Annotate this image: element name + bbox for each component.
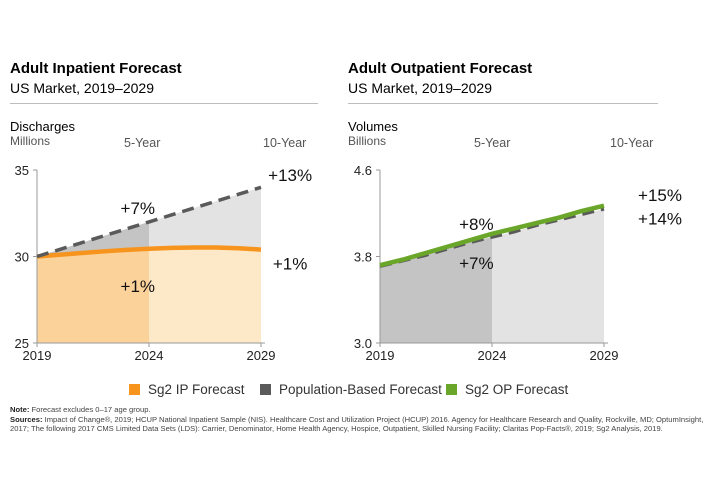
right-sg2-forecast-line	[379, 203, 605, 268]
note-text: Forecast excludes 0–17 age group.	[31, 405, 151, 414]
legend-label-sg2-ip: Sg2 IP Forecast	[148, 382, 245, 397]
right-growth-annotation: +7%	[459, 254, 494, 273]
left-growth-annotation: +7%	[121, 199, 156, 218]
right-y-tick-label: 3.8	[354, 250, 372, 265]
legend-swatch-population	[260, 384, 271, 395]
right-growth-annotation: +15%	[638, 186, 682, 205]
legend-swatch-sg2-op	[446, 384, 457, 395]
left-five-year-label: 5-Year	[124, 136, 161, 150]
left-x-tick-label: 2024	[135, 348, 164, 363]
left-gap-area-10yr	[149, 187, 261, 250]
right-ten-year-label: 10-Year	[610, 136, 654, 150]
left-chart-title: Adult Inpatient Forecast	[10, 60, 182, 77]
right-y-axis-unit: Billions	[348, 134, 387, 148]
left-x-tick-label: 2029	[247, 348, 276, 363]
left-growth-annotation: +1%	[121, 277, 156, 296]
right-growth-annotation: +8%	[459, 215, 494, 234]
right-y-tick-label: 4.6	[354, 163, 372, 178]
right-chart-subtitle: US Market, 2019–2029	[348, 80, 492, 96]
footnotes: Note: Forecast excludes 0–17 age group. …	[10, 405, 710, 434]
right-x-tick-label: 2024	[478, 348, 507, 363]
left-y-axis-label: Discharges	[10, 119, 76, 134]
right-chart-title: Adult Outpatient Forecast	[348, 60, 533, 77]
sources-line: Sources: Impact of Change®, 2019; HCUP N…	[10, 415, 710, 434]
legend-swatch-sg2-ip	[129, 384, 140, 395]
right-x-tick-label: 2029	[590, 348, 619, 363]
left-ten-year-label: 10-Year	[263, 136, 307, 150]
right-x-tick-label: 2019	[366, 348, 395, 363]
sources-label: Sources:	[10, 414, 43, 424]
left-population-forecast-line	[36, 185, 262, 259]
legend-item-sg2-op: Sg2 OP Forecast	[446, 382, 568, 397]
left-sg2-forecast-line	[36, 245, 262, 259]
left-x-tick-label: 2019	[23, 348, 52, 363]
left-title-divider	[10, 103, 318, 104]
left-y-tick-label: 25	[15, 336, 29, 351]
left-lower-area-10yr	[149, 247, 261, 343]
left-y-axis-unit: Millions	[10, 134, 51, 148]
legend-item-sg2-ip: Sg2 IP Forecast	[129, 382, 245, 397]
sources-text: Impact of Change®, 2019; HCUP National I…	[10, 414, 704, 434]
left-y-tick-label: 35	[15, 163, 29, 178]
right-lower-area-10yr	[492, 208, 604, 343]
right-lower-area-5yr	[380, 237, 492, 343]
left-growth-annotation: +13%	[268, 166, 312, 185]
left-y-tick-label: 30	[15, 250, 29, 265]
right-y-tick-label: 3.0	[354, 336, 372, 351]
left-chart-subtitle: US Market, 2019–2029	[10, 80, 154, 96]
right-title-divider	[348, 103, 658, 104]
legend-item-population: Population-Based Forecast	[260, 382, 442, 397]
right-five-year-label: 5-Year	[474, 136, 511, 150]
note-line: Note: Forecast excludes 0–17 age group.	[10, 405, 710, 415]
left-growth-annotation: +1%	[273, 254, 308, 273]
right-y-axis-label: Volumes	[348, 119, 398, 134]
legend-label-population: Population-Based Forecast	[279, 382, 442, 397]
legend-label-sg2-op: Sg2 OP Forecast	[465, 382, 569, 397]
left-lower-area-5yr	[37, 248, 149, 343]
right-growth-annotation: +14%	[638, 210, 682, 229]
note-label: Note:	[10, 405, 30, 414]
